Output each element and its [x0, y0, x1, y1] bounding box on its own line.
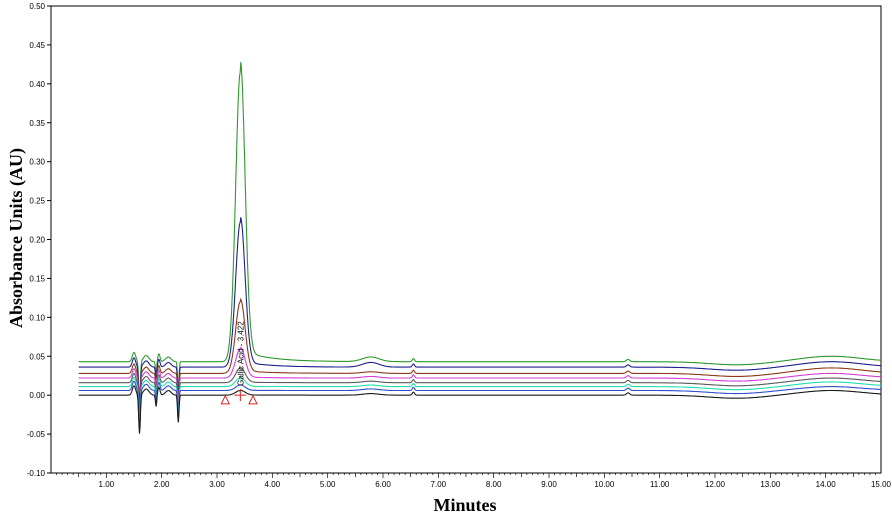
series-line-6 [78, 376, 882, 426]
y-tick-label: 0.50 [29, 2, 45, 11]
y-tick-label: 0.05 [29, 352, 45, 361]
integration-end-marker [248, 394, 258, 405]
plot-frame [50, 5, 882, 474]
series-line-4 [78, 346, 881, 417]
x-tick-label: 5.00 [320, 480, 336, 489]
y-tick-label: 0.15 [29, 274, 45, 283]
series-group [78, 62, 882, 434]
y-tick-label: 0.45 [29, 41, 45, 50]
x-tick-label: 4.00 [265, 480, 281, 489]
x-tick-label: 8.00 [486, 480, 502, 489]
y-tick-label: -0.10 [27, 469, 46, 478]
peak-label: Gallic Acid - 3.422 [236, 321, 245, 386]
x-tick-label: 3.00 [209, 480, 225, 489]
y-tick-label: 0.10 [29, 313, 45, 322]
series-line-2 [78, 217, 881, 406]
y-tick-label: 0.35 [29, 119, 45, 128]
x-tick-label: 15.00 [871, 480, 892, 489]
x-tick-label: 14.00 [816, 480, 837, 489]
y-tick-label: 0.40 [29, 80, 45, 89]
x-tick-label: 9.00 [541, 480, 557, 489]
y-tick-label: 0.20 [29, 236, 45, 245]
x-tick-label: 13.00 [760, 480, 781, 489]
y-tick-label: 0.25 [29, 197, 45, 206]
x-tick-label: 2.00 [154, 480, 170, 489]
peak-annotation-group: Gallic Acid - 3.422 [220, 321, 258, 405]
x-tick-label: 12.00 [705, 480, 726, 489]
series-line-5 [78, 366, 881, 422]
y-tick-label: 0.00 [29, 391, 45, 400]
y-axis: -0.10 -0.05 0.00 0.05 0.10 0.15 0.20 0.25 0.30 0.… [27, 2, 51, 478]
x-tick-label: 7.00 [431, 480, 447, 489]
y-axis-title: Absorbance Units (AU) [6, 148, 27, 328]
y-tick-label: 0.30 [29, 158, 45, 167]
y-tick-label: -0.05 [27, 430, 46, 439]
x-tick-label: 11.00 [650, 480, 670, 489]
series-line-7 [78, 380, 882, 430]
series-line-3 [78, 297, 881, 412]
series-line-1 [78, 62, 882, 401]
x-tick-label: 6.00 [375, 480, 391, 489]
x-tick-label: 1.00 [99, 480, 115, 489]
series-line-8 [78, 385, 881, 434]
x-tick-label: 10.00 [594, 480, 615, 489]
x-axis-title: Minutes [434, 495, 497, 515]
integration-start-marker [220, 394, 231, 405]
x-axis: 1.00 2.00 3.00 4.00 5.00 6.00 7.00 8.00 9.00 10.0… [56, 473, 892, 489]
